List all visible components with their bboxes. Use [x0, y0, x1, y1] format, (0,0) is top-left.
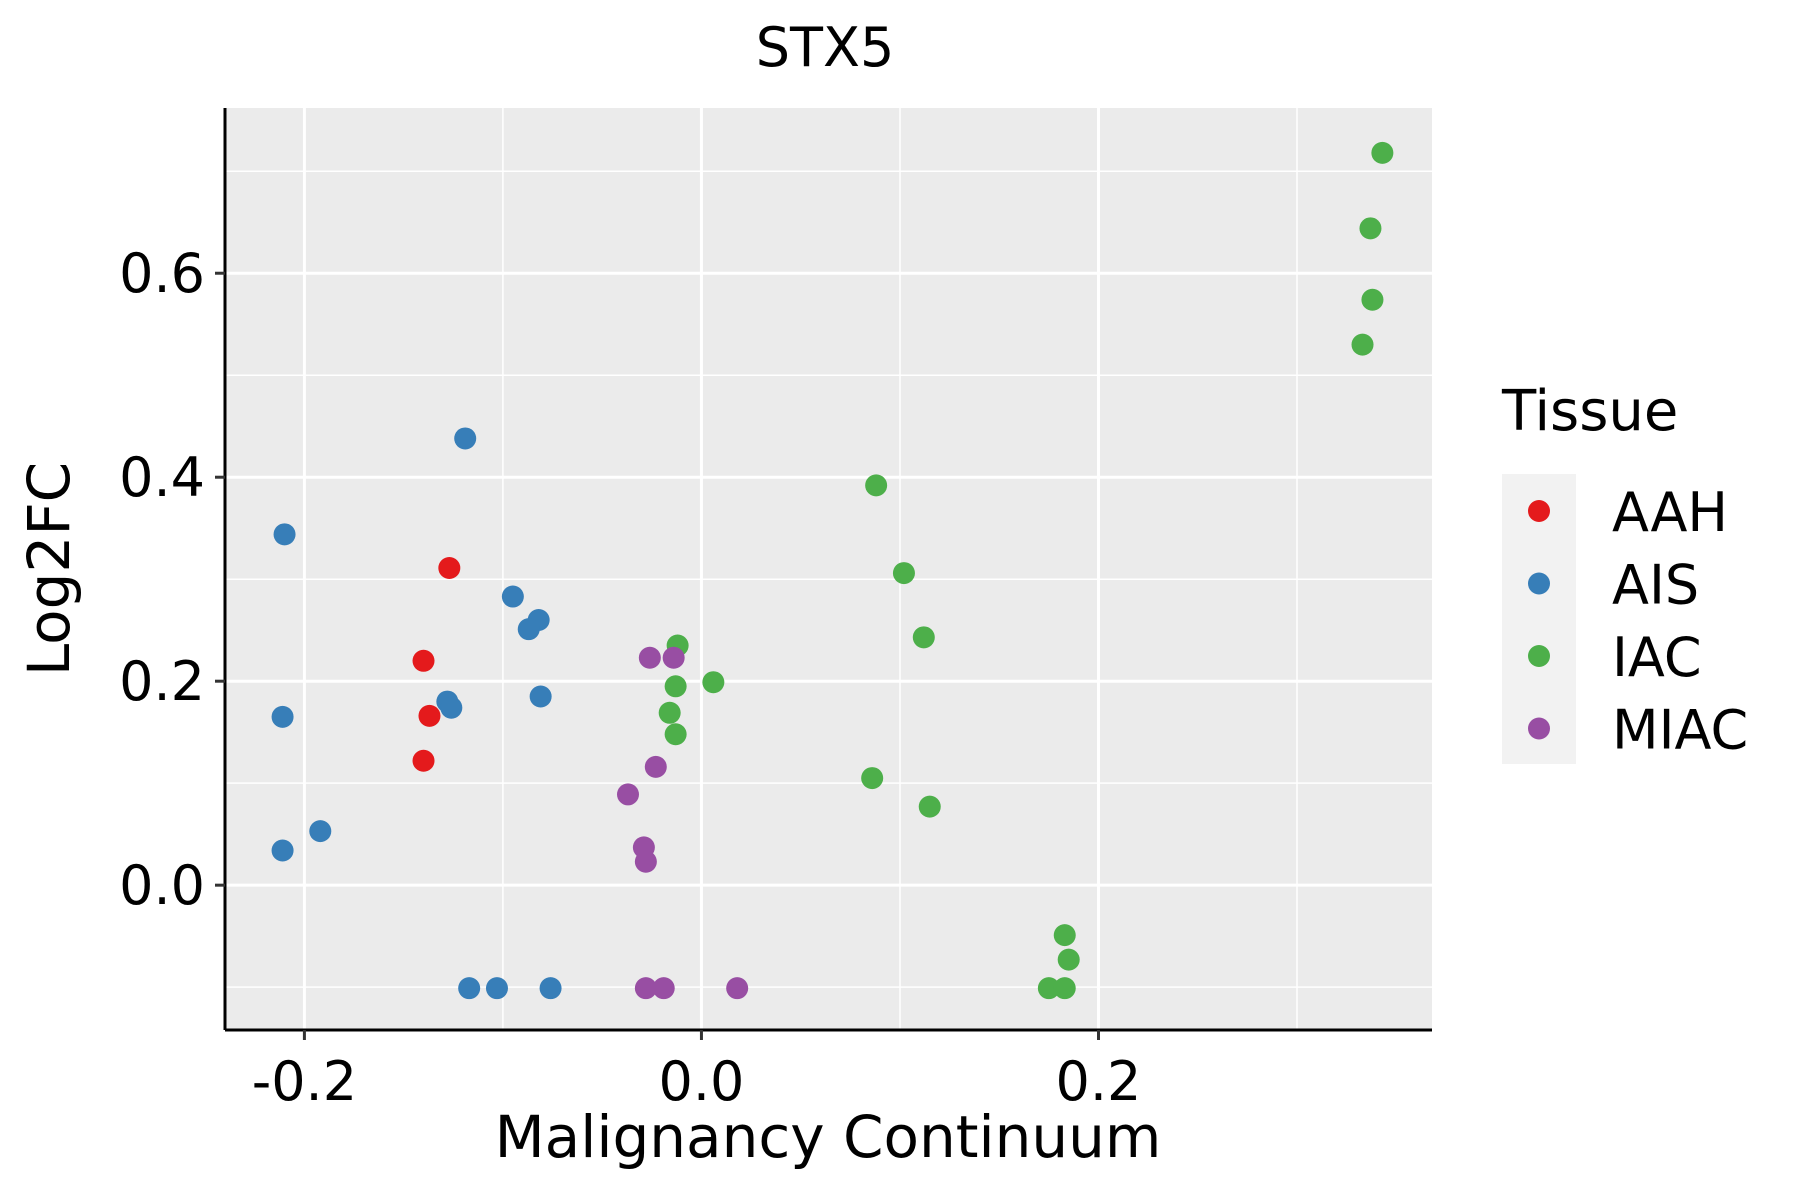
- data-point-ais: [529, 685, 552, 708]
- data-point-iac: [1053, 977, 1076, 1000]
- data-point-iac: [664, 723, 687, 746]
- data-point-aah: [412, 749, 435, 772]
- y-axis-ticks: 0.0 0.2 0.4 0.6: [119, 242, 225, 917]
- data-point-ais: [440, 696, 463, 719]
- data-point-miac: [726, 977, 749, 1000]
- data-point-miac: [634, 977, 657, 1000]
- plot-panel: [225, 108, 1432, 1030]
- legend: Tissue AAH AIS IAC MIAC: [1501, 379, 1748, 764]
- data-point-iac: [658, 701, 681, 724]
- data-point-iac: [1057, 948, 1080, 971]
- y-tick-label: 0.2: [119, 650, 205, 713]
- y-tick-label: 0.0: [119, 854, 205, 917]
- chart-title: STX5: [756, 16, 895, 79]
- y-tick-label: 0.4: [119, 446, 205, 509]
- data-point-iac: [1371, 141, 1394, 164]
- legend-label-ais: AIS: [1612, 554, 1699, 617]
- data-point-iac: [861, 767, 884, 790]
- data-point-ais: [517, 618, 540, 641]
- data-point-miac: [662, 646, 685, 669]
- data-point-ais: [501, 585, 524, 608]
- x-axis-title: Malignancy Continuum: [495, 1103, 1162, 1171]
- legend-label-iac: IAC: [1612, 626, 1702, 689]
- legend-title: Tissue: [1501, 379, 1678, 444]
- legend-marker-aah: [1528, 500, 1550, 522]
- legend-marker-ais: [1528, 572, 1550, 595]
- y-tick-label: 0.6: [119, 242, 205, 305]
- minor-gridlines: [225, 108, 1432, 1030]
- data-point-iac: [1351, 333, 1374, 356]
- data-point-iac: [912, 626, 935, 649]
- data-point-aah: [412, 649, 435, 672]
- data-point-iac: [865, 474, 888, 497]
- data-point-ais: [485, 977, 508, 1000]
- x-axis-ticks: -0.2 0.0 0.2: [252, 1030, 1142, 1113]
- data-point-miac: [652, 977, 675, 1000]
- data-point-iac: [892, 562, 915, 585]
- data-point-iac: [1361, 288, 1384, 311]
- x-tick-label: 0.2: [1056, 1050, 1142, 1113]
- legend-marker-miac: [1528, 717, 1550, 740]
- data-point-ais: [539, 977, 562, 1000]
- data-point-iac: [1359, 217, 1382, 240]
- data-points: [271, 141, 1394, 1000]
- major-gridlines: [225, 108, 1432, 1030]
- legend-marker-iac: [1528, 645, 1550, 667]
- data-point-ais: [454, 427, 477, 450]
- data-point-ais: [458, 977, 481, 1000]
- data-point-ais: [309, 820, 332, 843]
- data-point-iac: [1037, 977, 1060, 1000]
- legend-key-background: [1502, 474, 1576, 764]
- data-point-iac: [918, 795, 941, 818]
- x-tick-label: -0.2: [252, 1050, 357, 1113]
- data-point-ais: [273, 523, 296, 546]
- legend-label-aah: AAH: [1612, 481, 1728, 544]
- data-point-miac: [644, 755, 667, 778]
- y-axis-title: Log2FC: [15, 462, 83, 676]
- data-point-iac: [1053, 924, 1076, 947]
- data-point-aah: [418, 704, 441, 727]
- data-point-ais: [271, 705, 294, 728]
- data-point-aah: [438, 556, 461, 579]
- legend-label-miac: MIAC: [1612, 699, 1748, 762]
- data-point-miac: [634, 850, 657, 873]
- data-point-miac: [638, 646, 661, 669]
- data-point-iac: [664, 675, 687, 698]
- data-point-miac: [616, 783, 639, 806]
- data-point-ais: [271, 839, 294, 862]
- x-tick-label: 0.0: [659, 1050, 745, 1113]
- data-point-iac: [702, 671, 725, 694]
